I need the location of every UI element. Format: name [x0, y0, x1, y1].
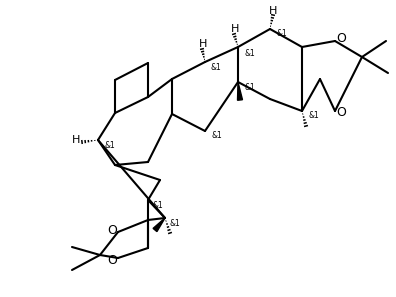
- Text: H: H: [72, 135, 80, 145]
- Text: &1: &1: [308, 110, 320, 119]
- Text: &1: &1: [211, 64, 221, 72]
- Text: &1: &1: [211, 130, 223, 140]
- Text: &1: &1: [245, 48, 255, 58]
- Polygon shape: [153, 218, 165, 232]
- Text: &1: &1: [245, 83, 255, 92]
- Text: &1: &1: [169, 219, 180, 228]
- Polygon shape: [238, 82, 242, 100]
- Text: O: O: [107, 254, 117, 266]
- Text: H: H: [231, 24, 239, 34]
- Text: H: H: [269, 6, 277, 16]
- Text: O: O: [336, 107, 346, 119]
- Text: &1: &1: [152, 200, 164, 209]
- Text: O: O: [336, 32, 346, 45]
- Text: O: O: [107, 224, 117, 236]
- Text: &1: &1: [277, 29, 287, 39]
- Text: &1: &1: [105, 140, 115, 149]
- Text: H: H: [199, 39, 207, 49]
